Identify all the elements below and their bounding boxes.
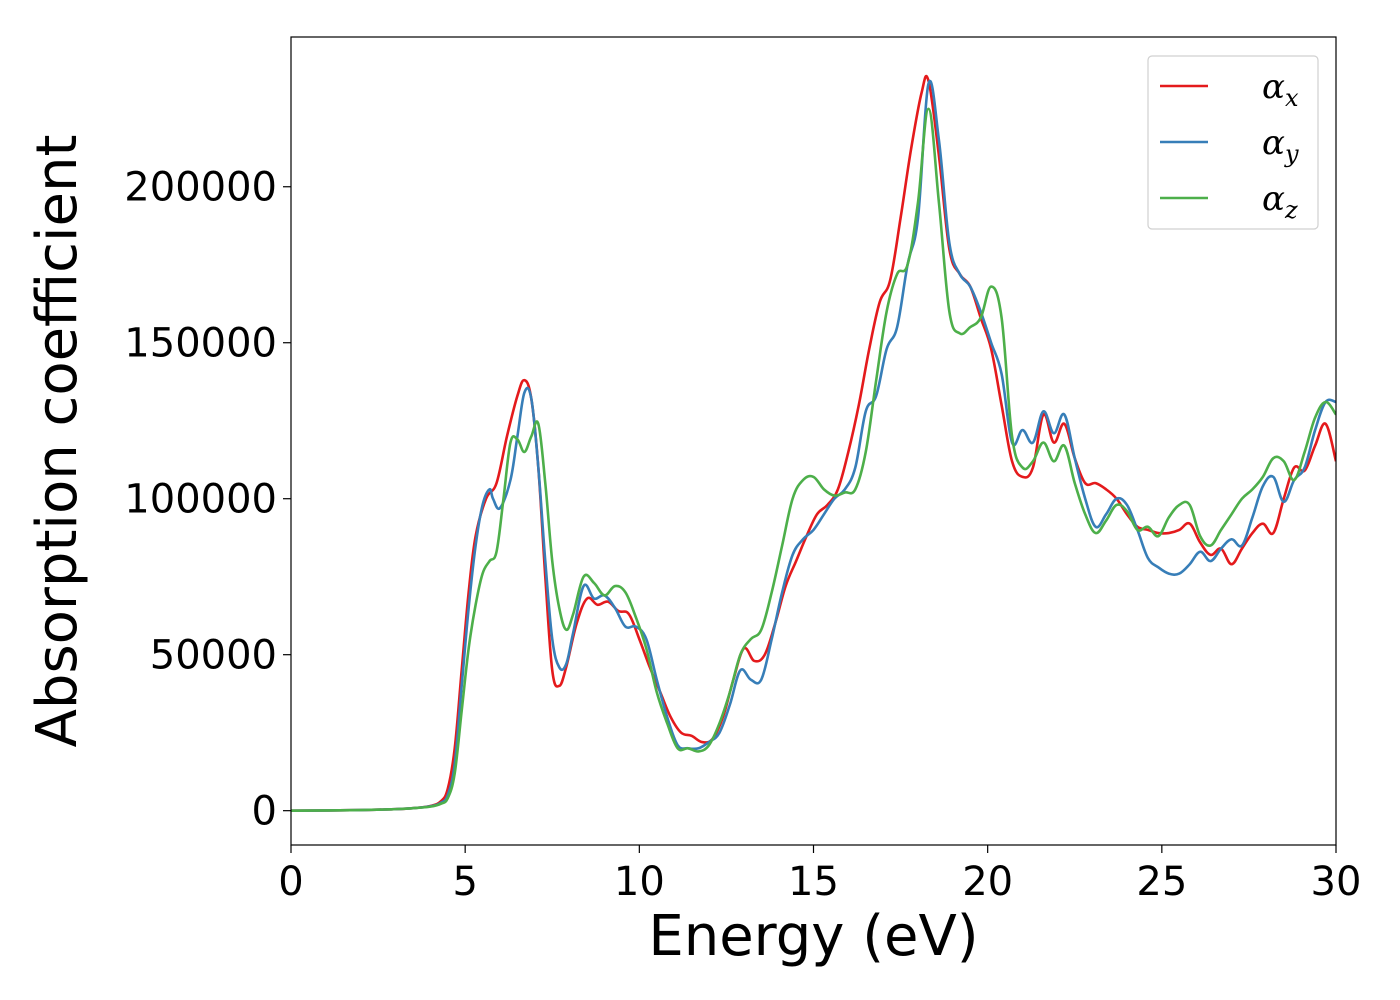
legend-label-y: αy [1262,123,1299,168]
y-tick-label: 100000 [124,477,277,523]
legend-symbol: α [1262,179,1285,219]
legend-label-x: αx [1262,67,1299,112]
legend-subscript: y [1284,140,1299,168]
x-tick-label: 0 [278,859,303,905]
x-tick-label: 15 [788,859,839,905]
x-axis-label: Energy (eV) [648,904,978,969]
legend-symbol: α [1262,67,1285,107]
legend-symbol: α [1262,123,1285,163]
series-layer [291,74,1336,812]
legend-subscript: z [1284,196,1298,224]
x-tick-label: 20 [962,859,1013,905]
x-tick-label: 25 [1136,859,1187,905]
legend-label-z: αz [1262,179,1298,224]
x-tick-label: 10 [614,859,665,905]
y-axis-label: Absorption coefficient [25,135,90,748]
ticks-layer: 0 5 10 15 20 25 30 0 50000 100000 150000 200000 [124,165,1361,905]
legend-box [1147,55,1319,230]
y-tick-label: 0 [252,789,277,835]
x-tick-label: 5 [452,859,477,905]
series-line-y [291,79,1336,812]
legend-subscript: x [1285,84,1299,112]
y-tick-label: 50000 [150,633,277,679]
y-tick-label: 150000 [124,321,277,367]
series-line-z [291,107,1336,812]
y-tick-label: 200000 [124,165,277,211]
x-tick-label: 30 [1311,859,1362,905]
